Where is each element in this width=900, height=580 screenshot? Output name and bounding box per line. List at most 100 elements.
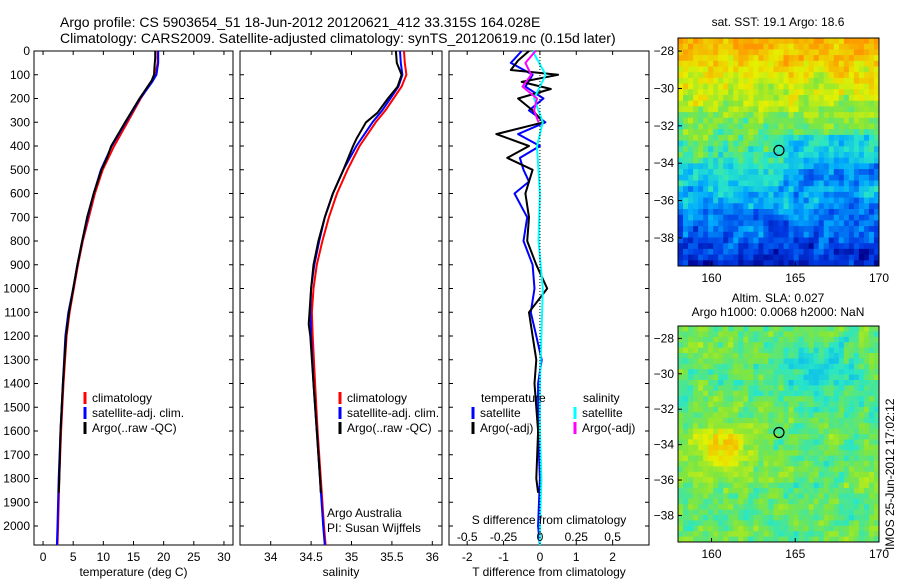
sla-map-cell [688,417,694,424]
y-tick-label: 1300 [3,353,30,367]
sst-map-cell [788,49,795,56]
sst-map-cell [728,152,734,159]
sst-map-cell [753,123,759,130]
sst-map-cell [863,60,870,67]
sla-map-cell [728,385,734,392]
sst-map-cell [773,123,780,130]
sla-map-cell [708,369,714,376]
sla-map-cell [858,385,865,392]
sla-map-cell [688,482,694,489]
sst-map-cell [723,191,729,199]
sst-map-cell [858,38,865,45]
sla-map-cell [838,488,845,494]
sst-map-cell [703,83,709,90]
sla-map-cell [873,520,880,527]
sla-map-cell [798,390,805,397]
sla-map-cell [803,471,810,478]
sla-map-cell [723,390,729,397]
sla-map-cell [698,536,704,543]
sla-map-cell [853,515,860,521]
sst-map-cell [738,72,744,79]
sst-map-cell [828,163,835,170]
sst-map-cell [813,220,820,227]
sst-map-cell [753,43,759,50]
sst-map-cell [858,197,865,204]
sla-map-cell [793,331,800,338]
sst-map-cell [723,203,729,210]
y-tick-label: 1700 [3,448,30,462]
sla-map-cell [848,342,855,349]
sst-map-cell [788,197,795,204]
sst-map-cell [823,163,830,170]
sla-map-cell [703,515,709,521]
sla-map-cell [858,525,865,532]
sst-map-cell [783,248,790,256]
sst-map-cell [713,95,719,102]
sla-map-cell [823,347,830,354]
sla-map-cell [763,390,769,397]
sst-map-cell [833,203,840,210]
sla-map-cell [753,331,759,338]
sst-map-cell [838,83,845,90]
sla-map-cell [753,536,759,543]
sla-map-y-tick-label: −34 [654,438,675,452]
sst-map-cell [748,191,754,199]
sla-map-cell [698,493,704,500]
sla-map-cell [833,407,840,413]
sla-map-cell [683,326,689,332]
sla-map-cell [798,423,805,430]
sla-map-cell [753,450,759,457]
sla-map-cell [738,520,744,527]
sla-map-cell [678,466,684,473]
sla-map-cell [788,336,795,343]
sst-map-cell [698,231,704,238]
sst-map-cell [718,260,724,267]
sst-map-cell [858,209,865,216]
sla-map-cell [868,428,875,435]
sst-map-cell [688,43,694,50]
sst-map-cell [683,214,689,221]
sla-map-cell [748,477,754,484]
sla-map-cell [803,477,810,484]
sst-map-cell [758,95,764,102]
sst-map-cell [828,72,835,79]
sla-map-cell [728,498,734,505]
sla-map-cell [713,412,719,419]
sst-map-cell [763,60,769,67]
sla-map-cell [693,434,699,440]
sla-map-cell [758,471,764,478]
sst-map-cell [748,106,754,113]
sst-map-cell [798,169,805,176]
sst-map-cell [743,152,749,159]
sst-map-cell [853,140,860,147]
sla-map-cell [713,428,719,435]
sla-map-cell [818,466,825,473]
sst-map-cell [698,38,704,45]
sla-map-cell [768,498,774,505]
sst-map-cell [863,117,870,124]
sst-map-cell [828,237,835,244]
sst-map-cell [863,38,870,45]
sla-map-cell [763,412,769,419]
sla-map-cell [678,396,684,403]
sla-map-cell [718,488,724,494]
sst-map-cell [793,152,800,159]
sst-map-cell [683,146,689,153]
sst-map-cell [738,123,744,130]
sst-map-cell [833,117,840,124]
sst-map-cell [853,163,860,170]
sla-map-cell [808,428,815,435]
sst-map-cell [683,72,689,79]
sla-map-cell [823,380,830,386]
sla-map-cell [718,385,724,392]
sla-map-cell [758,401,764,408]
sla-map-cell [733,428,739,435]
sst-map-cell [688,191,694,199]
sla-map-cell [683,493,689,500]
sst-map-cell [818,38,825,45]
sla-map-cell [838,444,845,451]
sla-map-cell [768,326,774,332]
sst-map-cell [818,237,825,244]
sla-map-cell [728,439,734,446]
sst-map-cell [833,237,840,244]
